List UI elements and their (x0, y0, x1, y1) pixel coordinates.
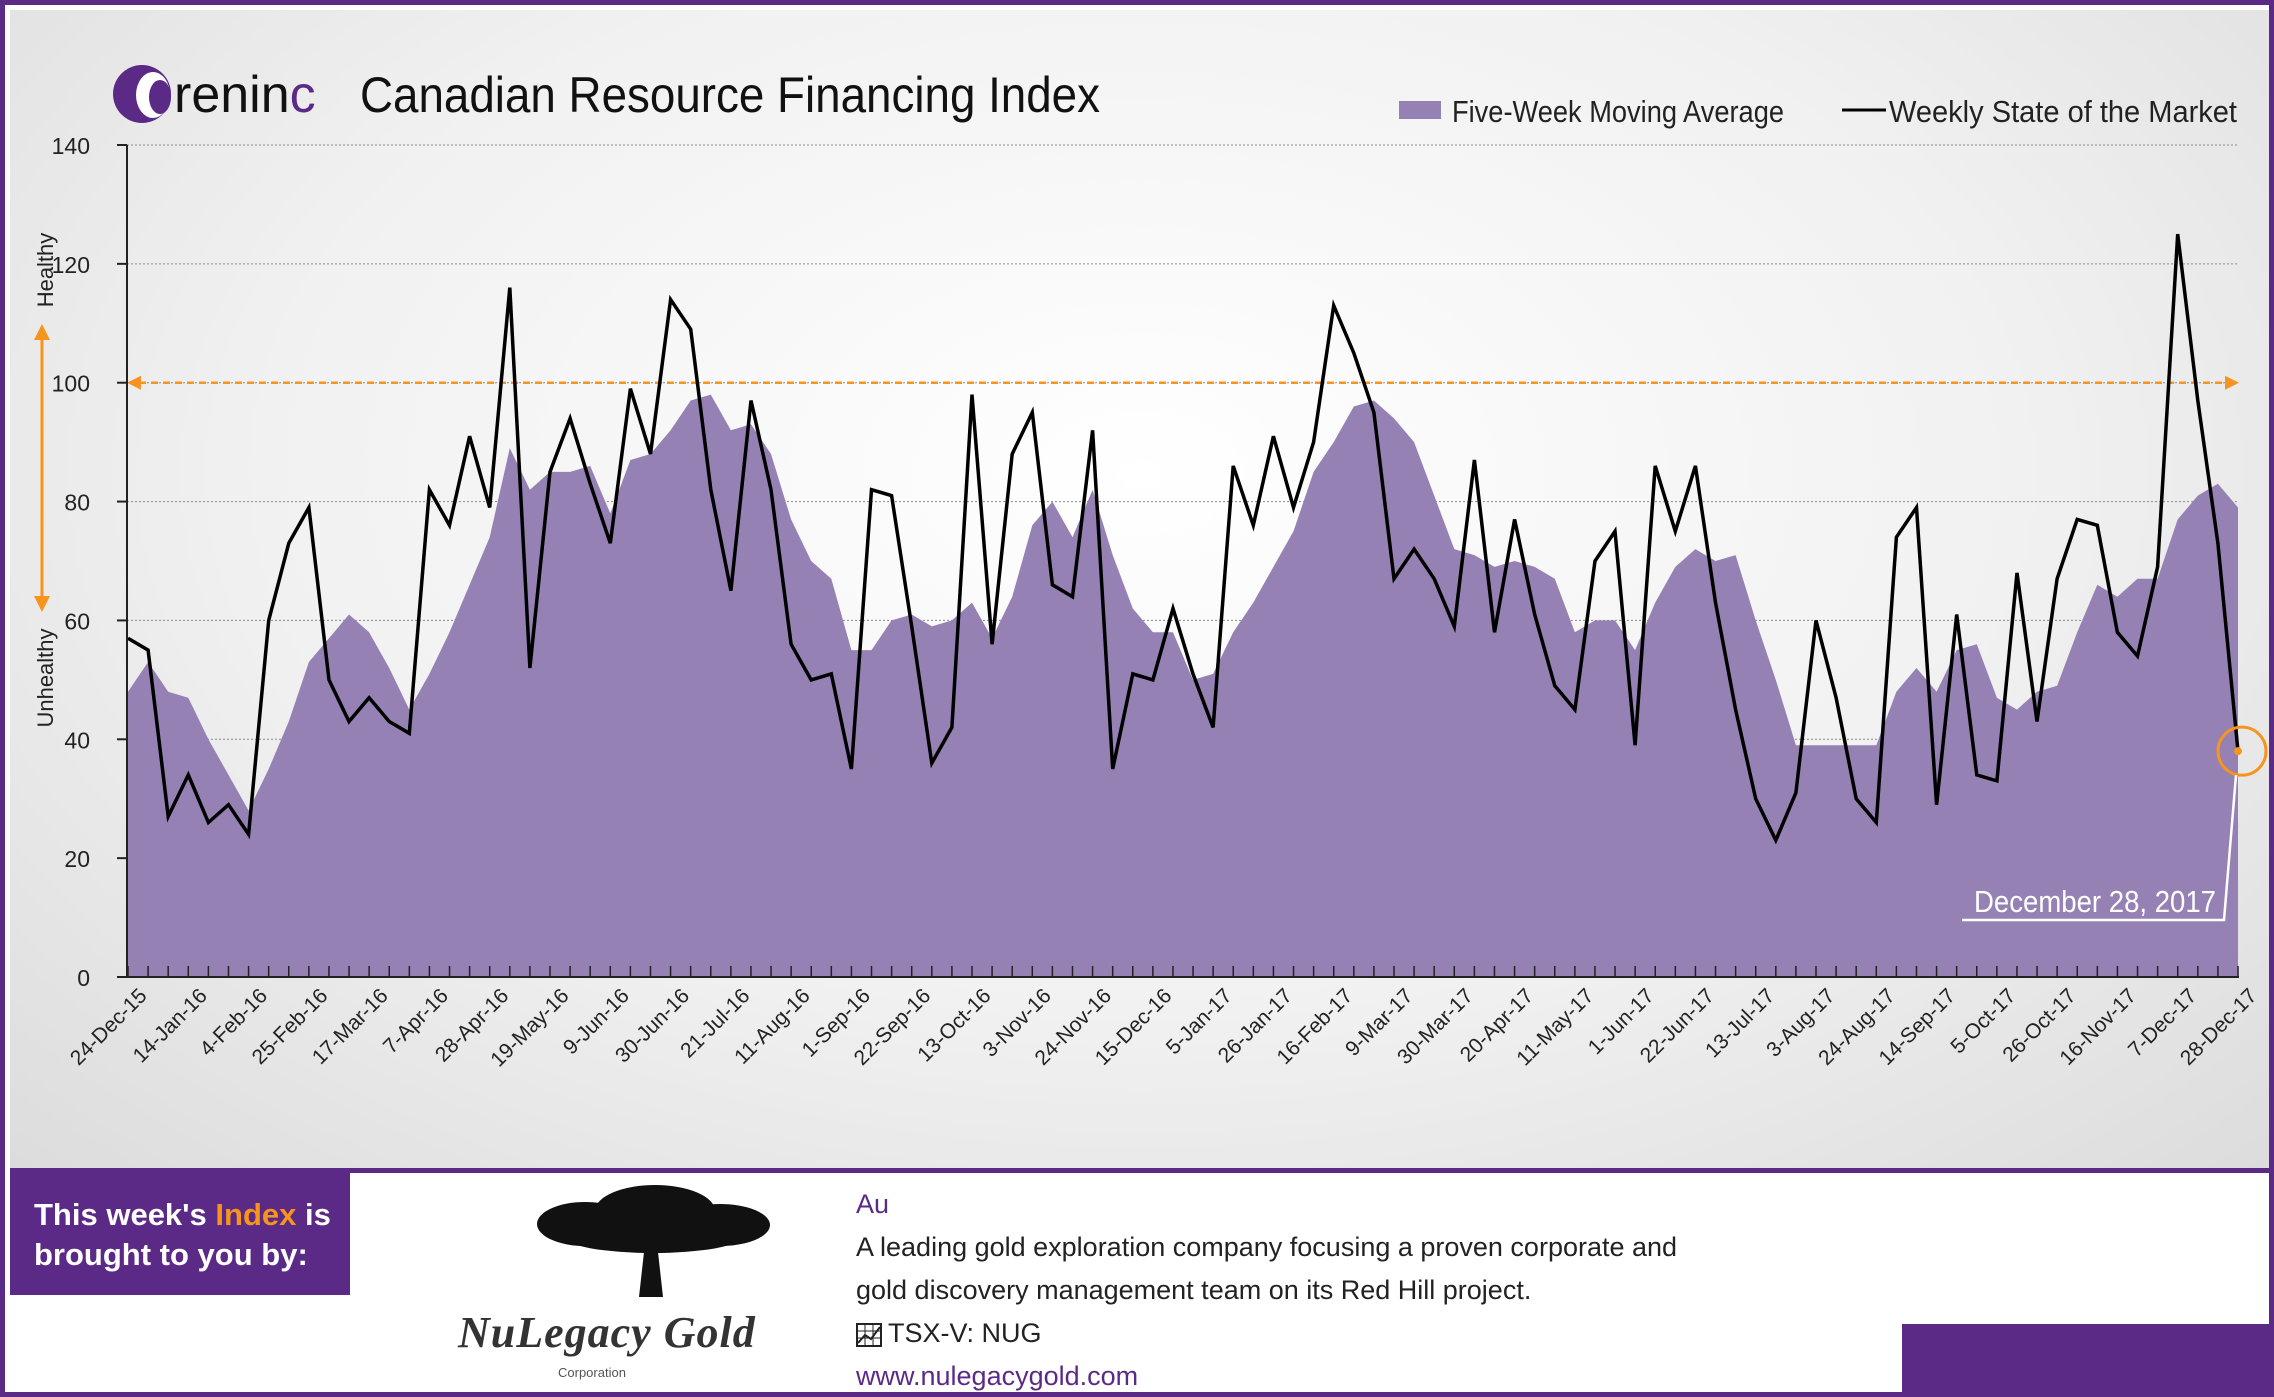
legend-swatch-average (1399, 101, 1441, 119)
arrow-down-icon (34, 596, 50, 612)
sponsor-description: Au A leading gold exploration company fo… (856, 1183, 1756, 1392)
chart-axes (117, 144, 2239, 978)
zone-label-unhealthy: Unhealthy (33, 628, 58, 727)
y-tick-label-20: 20 (64, 846, 90, 872)
latest-point-marker (2234, 747, 2242, 756)
chart-title: Canadian Resource Financing Index (360, 67, 1100, 123)
sponsor-intro-line1: This week's Index is (34, 1197, 331, 1232)
zone-label-healthy: Healthy (33, 233, 58, 308)
sponsor-website-link[interactable]: www.nulegacygold.com (856, 1361, 1139, 1391)
sponsor-ticker-text: TSX-V: NUG (888, 1318, 1042, 1348)
sponsor-panel: This week's Index is brought to you by: … (10, 1168, 2269, 1392)
weekly-market-line-path (127, 233, 2240, 845)
sponsor-description-line2: gold discovery management team on its Re… (856, 1275, 1532, 1305)
oreninc-logo-icon (113, 65, 171, 123)
latest-point-callout: December 28, 2017 (1962, 725, 2268, 922)
y-tick-label-120: 120 (52, 252, 90, 278)
y-tick-label-0: 0 (77, 965, 90, 991)
threshold-arrow-right-icon (2225, 375, 2239, 390)
legend-label-average: Five-Week Moving Average (1452, 94, 1784, 129)
chart-panel: reninc Canadian Resource Financing Index… (10, 10, 2269, 1168)
threshold-arrow-left-icon (127, 375, 141, 390)
sponsor-logo-subtitle: Corporation (558, 1365, 626, 1380)
moving-average-area-shape (128, 394, 2238, 978)
moving-average-area (128, 394, 2238, 978)
y-tick-label-100: 100 (52, 371, 90, 397)
sponsor-ticker: TSX-V: NUG (856, 1312, 1756, 1355)
y-axis-tick-labels: 0 20 40 60 80 100 120 140 (52, 133, 90, 991)
sponsor-intro-line2: brought to you by: (34, 1237, 308, 1272)
stock-chart-icon (856, 1322, 882, 1347)
y-tick-label-80: 80 (64, 490, 90, 516)
arrow-up-icon (34, 324, 50, 340)
sponsor-description-line1: A leading gold exploration company focus… (856, 1232, 1678, 1262)
sponsor-commodity-symbol: Au (856, 1189, 890, 1219)
chart-legend: Five-Week Moving Average Weekly State of… (1399, 94, 2237, 129)
logo-wordmark: reninc (174, 66, 316, 124)
sponsor-logo-wordmark: NuLegacy Gold (458, 1308, 756, 1357)
tree-icon (537, 1185, 770, 1297)
weekly-market-line (127, 233, 2240, 845)
chart-header: reninc Canadian Resource Financing Index (113, 65, 1100, 124)
y-tick-label-40: 40 (64, 727, 90, 753)
y-tick-label-60: 60 (64, 608, 90, 634)
health-zone-indicator: Healthy Unhealthy (33, 233, 58, 728)
financing-index-chart: reninc Canadian Resource Financing Index… (33, 65, 2268, 1072)
latest-point-date-label: December 28, 2017 (1974, 884, 2216, 919)
sponsor-logo: NuLegacy Gold Corporation (440, 1179, 830, 1392)
callout-leader-line (1962, 775, 2238, 922)
x-axis-tick-labels: 24-Dec-1514-Jan-164-Feb-1625-Feb-1617-Ma… (66, 984, 2262, 1071)
y-tick-label-140: 140 (52, 133, 90, 159)
legend-label-weekly: Weekly State of the Market (1889, 94, 2237, 129)
latest-point-ring (2216, 725, 2268, 777)
threshold-line (127, 375, 2239, 390)
sponsor-intro-box: This week's Index is brought to you by: (10, 1173, 350, 1295)
corner-accent-bar (1902, 1324, 2269, 1392)
